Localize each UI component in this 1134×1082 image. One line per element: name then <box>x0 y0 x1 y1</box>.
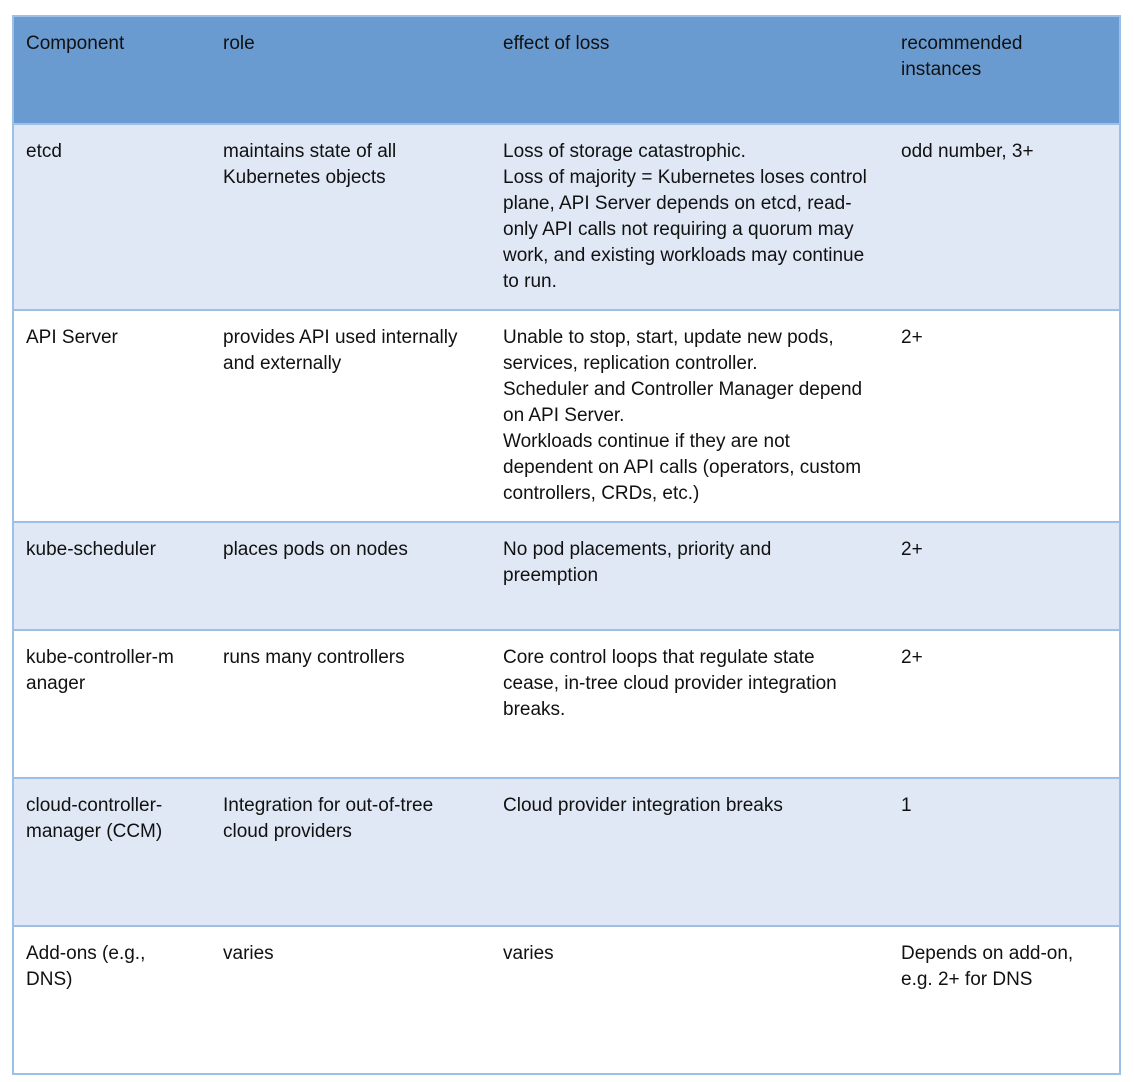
cell-effect: Unable to stop, start, update new pods, … <box>503 327 863 504</box>
header-role: role <box>223 33 255 54</box>
cell-component: etcd <box>26 141 62 162</box>
cell-effect: Loss of storage catastrophic. Loss of ma… <box>503 141 867 292</box>
cell-effect: Core control loops that regulate state c… <box>503 647 837 720</box>
cell-component: cloud-controller- manager (CCM) <box>26 795 163 842</box>
table-row: cloud-controller- manager (CCM) Integrat… <box>13 778 1120 926</box>
cell-instances: odd number, 3+ <box>901 141 1034 162</box>
cell-effect: varies <box>503 943 554 964</box>
cell-role: places pods on nodes <box>223 539 408 560</box>
table-row: API Server provides API used internally … <box>13 310 1120 522</box>
cell-role: maintains state of all Kubernetes object… <box>223 141 397 188</box>
cell-instances: 2+ <box>901 647 923 668</box>
table-row: Add-ons (e.g., DNS) varies varies Depend… <box>13 926 1120 1074</box>
cell-instances: 1 <box>901 795 912 816</box>
header-effect: effect of loss <box>503 33 610 54</box>
cell-effect: Cloud provider integration breaks <box>503 795 783 816</box>
cell-component: kube-scheduler <box>26 539 156 560</box>
header-instances: recommended instances <box>901 33 1023 80</box>
table-row: kube-controller-m anager runs many contr… <box>13 630 1120 778</box>
header-component: Component <box>26 33 125 54</box>
cell-component: Add-ons (e.g., DNS) <box>26 943 146 990</box>
cell-role: runs many controllers <box>223 647 405 668</box>
components-table: Component role effect of loss recommende… <box>12 15 1121 1075</box>
cell-role: provides API used internally and externa… <box>223 327 458 374</box>
table-row: kube-scheduler places pods on nodes No p… <box>13 522 1120 630</box>
cell-role: Integration for out-of-tree cloud provid… <box>223 795 434 842</box>
cell-instances: Depends on add-on, e.g. 2+ for DNS <box>901 943 1074 990</box>
cell-instances: 2+ <box>901 539 923 560</box>
cell-component: kube-controller-m anager <box>26 647 174 694</box>
cell-role: varies <box>223 943 274 964</box>
cell-component: API Server <box>26 327 118 348</box>
table-row: etcd maintains state of all Kubernetes o… <box>13 124 1120 310</box>
cell-instances: 2+ <box>901 327 923 348</box>
header-row: Component role effect of loss recommende… <box>13 16 1120 124</box>
cell-effect: No pod placements, priority and preempti… <box>503 539 772 586</box>
